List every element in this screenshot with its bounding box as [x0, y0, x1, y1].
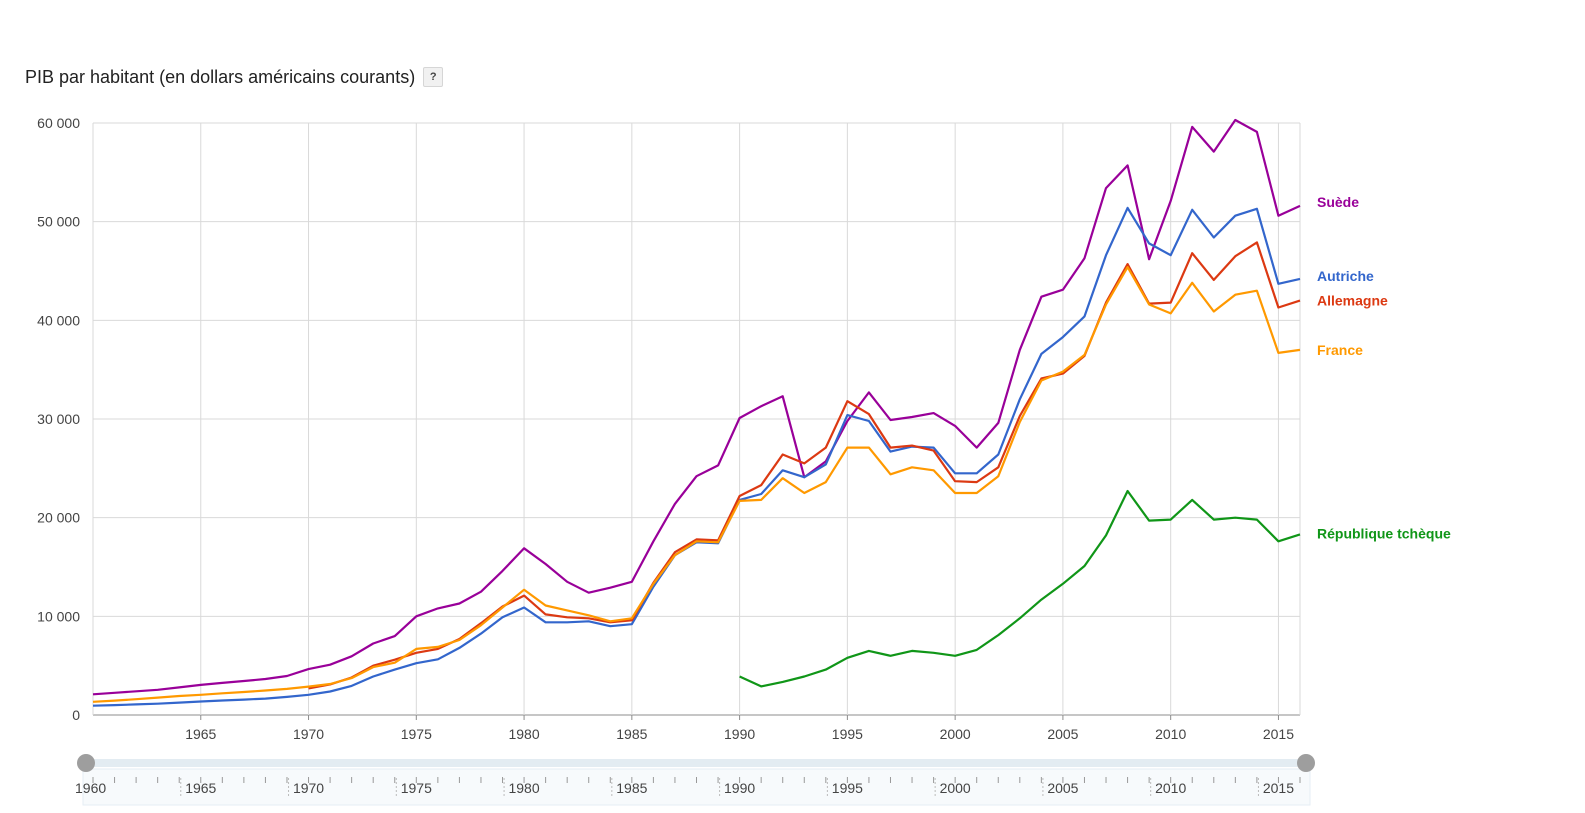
series-line-france[interactable]: [92, 266, 1301, 703]
y-tick-label: 50 000: [37, 214, 80, 230]
series-label: Autriche: [1317, 268, 1374, 284]
y-tick-label: 20 000: [37, 510, 80, 526]
axes-layer: 0 10 000 20 000 30 000 40 000 50 000 60 000 196…: [37, 115, 1294, 742]
chart-title: PIB par habitant (en dollars américains …: [25, 66, 416, 87]
y-tick-label: 10 000: [37, 608, 80, 624]
slider-scale-background: [82, 768, 1311, 806]
x-tick-label: 1990: [724, 726, 755, 742]
slider-year-label: 2010: [1155, 780, 1186, 796]
slider-year-label: 2000: [940, 780, 971, 796]
slider-year-label: 2005: [1047, 780, 1078, 796]
x-tick-label: 1965: [185, 726, 216, 742]
slider-year-label: 1985: [616, 780, 647, 796]
x-tick-label: 1985: [616, 726, 647, 742]
series-label: République tchèque: [1317, 525, 1451, 541]
x-tick-label: 1970: [293, 726, 324, 742]
series-labels-layer: Suède Autriche Allemagne France République t…: [1317, 194, 1451, 542]
x-tick-label: 1975: [401, 726, 432, 742]
series-line-su-de[interactable]: [92, 118, 1301, 696]
slider-track[interactable]: [93, 759, 1300, 767]
x-tick-label: 2015: [1263, 726, 1294, 742]
series-label: France: [1317, 342, 1363, 358]
y-tick-label: 30 000: [37, 411, 80, 427]
slider-year-label: 1975: [401, 780, 432, 796]
help-button[interactable]: ?: [423, 67, 444, 87]
series-label: Allemagne: [1317, 293, 1388, 309]
y-tick-label: 0: [72, 707, 80, 723]
y-tick-label: 60 000: [37, 115, 80, 131]
series-label: Suède: [1317, 194, 1359, 210]
x-tick-label: 2000: [940, 726, 971, 742]
y-tick-label: 40 000: [37, 312, 80, 328]
x-tick-label: 2010: [1155, 726, 1186, 742]
slider-year-label: 1965: [185, 780, 216, 796]
slider-year-label: 1980: [508, 780, 539, 796]
slider-start-handle[interactable]: [77, 754, 95, 772]
slider-year-label: 1990: [724, 780, 755, 796]
slider-year-label: 1995: [832, 780, 863, 796]
grid-layer: [92, 122, 1301, 716]
x-tick-label: 1980: [508, 726, 539, 742]
chart-header: PIB par habitant (en dollars américains …: [25, 64, 444, 90]
range-slider[interactable]: 1960 1965 1970 1975 1980 1985 1990 1995 2000 2005…: [75, 754, 1315, 806]
slider-start-year: 1960: [75, 780, 106, 796]
slider-year-label: 2015: [1263, 780, 1294, 796]
x-tick-label: 2005: [1047, 726, 1078, 742]
slider-year-label: 1970: [293, 780, 324, 796]
series-line-r-publique-tch-que[interactable]: [739, 489, 1301, 688]
x-tick-label: 1995: [832, 726, 863, 742]
series-line-allemagne[interactable]: [308, 241, 1301, 690]
series-layer: [92, 118, 1301, 707]
slider-end-handle[interactable]: [1297, 754, 1315, 772]
